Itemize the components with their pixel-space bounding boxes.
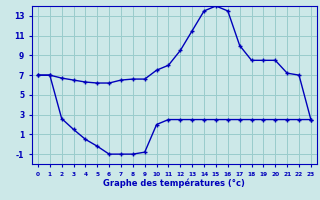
X-axis label: Graphe des températures (°c): Graphe des températures (°c) bbox=[103, 178, 245, 188]
